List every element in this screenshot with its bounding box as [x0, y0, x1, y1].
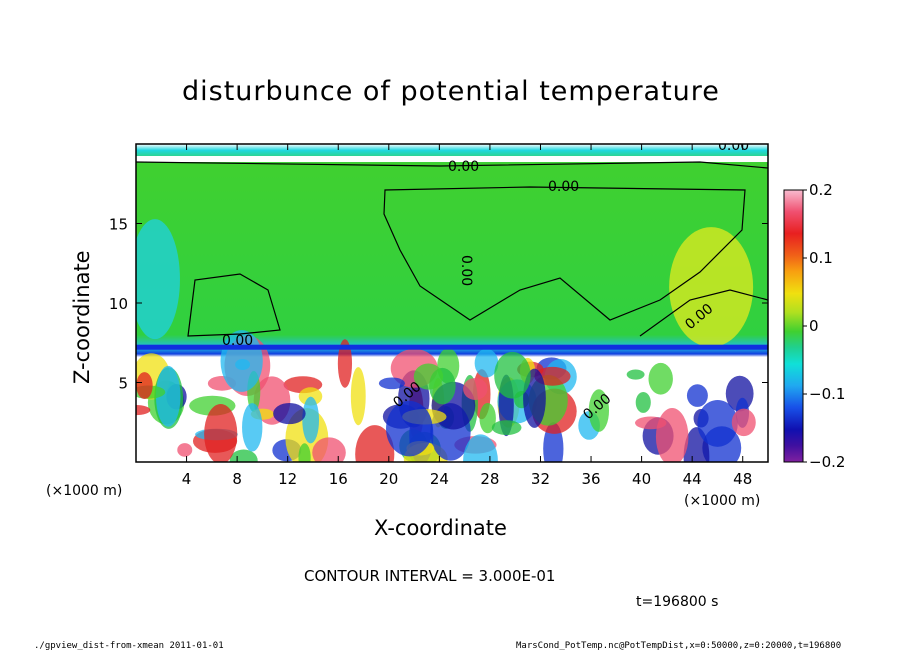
contour-line [136, 161, 768, 169]
turbulence-blob [413, 363, 444, 390]
contour-label: 0.00 [718, 138, 749, 154]
turbulence-blob [204, 403, 238, 462]
y-axis-label: Z-coordinate [70, 250, 94, 384]
colorbar-tick-label: 0.2 [809, 181, 833, 199]
contour-line [187, 273, 281, 337]
colorbar-tick-label: 0.1 [809, 249, 833, 267]
y-tick-label: 5 [118, 375, 128, 393]
contour-label: 0.00 [548, 179, 579, 195]
turbulence-blob [686, 384, 708, 407]
x-tick-label: 20 [379, 470, 398, 488]
turbulence-blob [635, 391, 651, 413]
x-unit-label-left: (×1000 m) [46, 483, 123, 499]
turbulence-blob [479, 403, 496, 434]
x-tick-label: 24 [430, 470, 449, 488]
warm-anomaly [669, 227, 754, 348]
cool-anomaly [136, 219, 180, 340]
x-tick-label: 4 [182, 470, 192, 488]
turbulence-blob [474, 348, 499, 378]
y-tick-label: 15 [109, 216, 128, 234]
y-tick-label: 10 [109, 295, 128, 313]
turbulence-blob [491, 420, 522, 436]
x-tick-label: 44 [683, 470, 702, 488]
turbulence-blob [312, 437, 346, 462]
colorbar-tick-label: 0 [809, 317, 819, 335]
turbulence-blob [302, 396, 320, 444]
x-tick-label: 16 [329, 470, 348, 488]
turbulence-blob [386, 400, 433, 457]
inversion-band [136, 344, 768, 350]
x-unit-label-right: (×1000 m) [684, 493, 761, 509]
colorbar-tick-label: −0.1 [809, 385, 845, 403]
turbulence-blob [136, 404, 151, 416]
colorbar-tick-label: −0.2 [809, 453, 845, 471]
colorbar [783, 189, 804, 463]
turbulence-blob [273, 402, 306, 425]
chart-title: disturbunce of potential temperature [182, 76, 720, 107]
turbulence-blob [350, 367, 366, 426]
contour-interval-text: CONTOUR INTERVAL = 3.000E-01 [304, 567, 556, 585]
contour-label: 0.00 [222, 333, 253, 349]
x-tick-label: 12 [278, 470, 297, 488]
turbulence-blob [298, 387, 323, 406]
turbulence-blob [355, 425, 395, 462]
turbulence-blob [655, 408, 689, 462]
x-tick-label: 48 [733, 470, 752, 488]
turbulence-blob [298, 443, 311, 462]
contour-label: 0.00 [448, 159, 479, 175]
turbulence-blob [229, 449, 258, 462]
turbulence-blob [648, 362, 673, 395]
contour-line [383, 186, 746, 321]
turbulence-blob [378, 377, 405, 390]
turbulence-blob [177, 443, 193, 457]
x-tick-label: 8 [232, 470, 242, 488]
turbulence-blob [155, 365, 181, 427]
turbulence-blob [463, 434, 498, 462]
x-tick-label: 40 [632, 470, 651, 488]
turbulence-blob [588, 389, 610, 432]
footer-left: ./gpview_dist-from-xmean 2011-01-01 [34, 641, 224, 651]
x-tick-label: 32 [531, 470, 550, 488]
turbulence-blob [494, 351, 531, 399]
turbulence-blob [731, 408, 756, 437]
x-tick-label: 36 [581, 470, 600, 488]
contour-label: 0.00 [458, 255, 474, 286]
x-tick-label: 28 [480, 470, 499, 488]
time-text: t=196800 s [636, 594, 719, 610]
turbulence-blob [337, 339, 353, 388]
contour-line [639, 289, 768, 337]
footer-right: MarsCond_PotTemp.nc@PotTempDist,x=0:5000… [516, 641, 842, 651]
turbulence-blob [136, 372, 153, 400]
top-band [136, 156, 768, 162]
turbulence-blob [626, 369, 645, 380]
x-axis-label: X-coordinate [374, 516, 507, 540]
turbulence-blob [463, 377, 488, 400]
turbulence-blob [242, 403, 263, 452]
turbulence-blob [697, 400, 738, 447]
